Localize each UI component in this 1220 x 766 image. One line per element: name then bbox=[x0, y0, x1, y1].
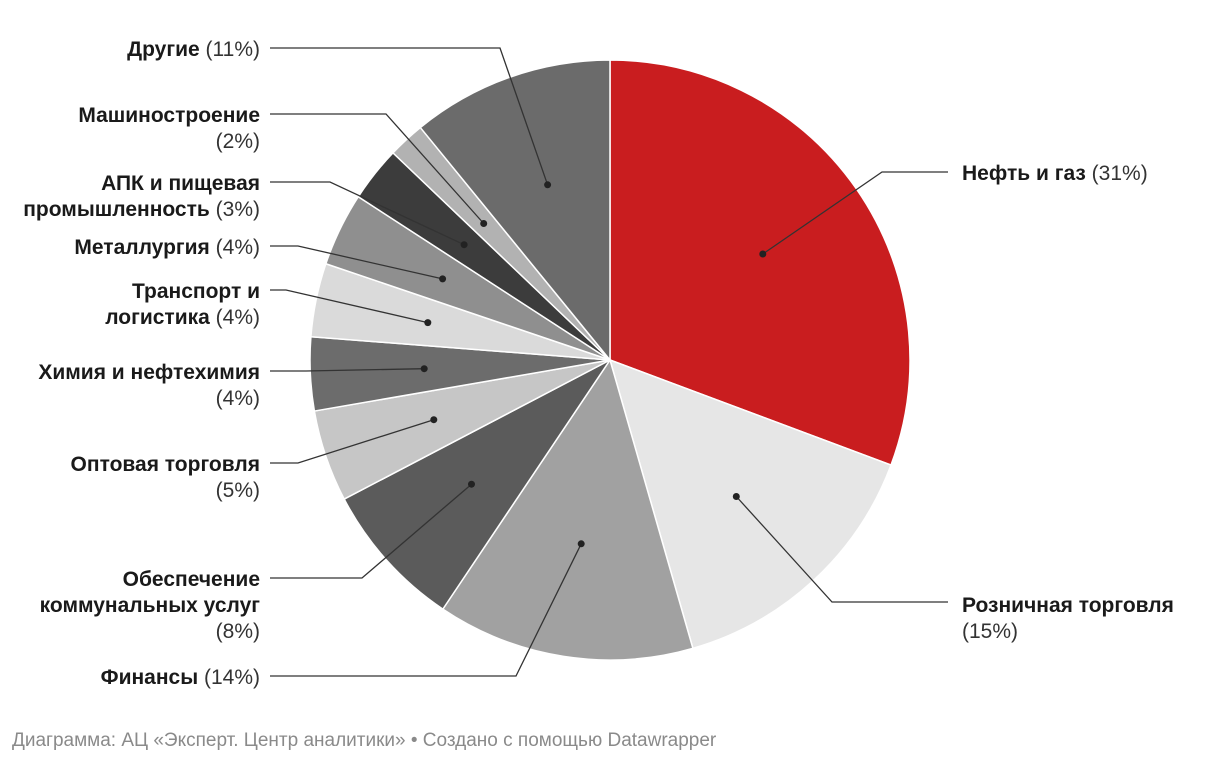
slice-label-name: Другие bbox=[127, 38, 200, 61]
pie-slice bbox=[343, 359, 611, 611]
slice-label: Металлургия (4%) bbox=[74, 236, 260, 259]
leader-line bbox=[270, 47, 549, 186]
slice-label-name: АПК и пищевая bbox=[101, 172, 260, 195]
leader-line bbox=[762, 171, 948, 255]
slice-label: Обеспечение коммунальных услуг (8%) bbox=[40, 568, 261, 643]
slice-label-name: Машиностроение bbox=[78, 104, 260, 127]
leader-dot bbox=[468, 480, 475, 488]
slice-label-name: Металлургия bbox=[74, 236, 209, 259]
slice-labels: Нефть и газ (31%) Розничная торговля (15%)… bbox=[23, 38, 1174, 689]
chart-footer-credit: Диаграмма: АЦ «Эксперт. Центр аналитики»… bbox=[12, 730, 717, 751]
slice-label-percent: (8%) bbox=[216, 620, 260, 643]
slice-label-percent: (3%) bbox=[210, 198, 260, 221]
slice-label: Финансы (14%) bbox=[101, 666, 260, 689]
slice-label: Нефть и газ (31%) bbox=[962, 162, 1148, 185]
leader-dot bbox=[544, 181, 552, 189]
slice-label-name: логистика bbox=[105, 306, 210, 329]
slice-label: Транспорт и логистика (4%) bbox=[105, 280, 260, 329]
leader-dot bbox=[577, 540, 585, 548]
slice-label-percent: (31%) bbox=[1086, 162, 1148, 185]
leader-line bbox=[270, 483, 472, 579]
slice-label: АПК и пищевая промышленность (3%) bbox=[23, 172, 260, 221]
pie-slices bbox=[309, 59, 911, 661]
slice-label-percent: (14%) bbox=[198, 666, 260, 689]
leader-dot bbox=[424, 319, 432, 327]
slice-label: Оптовая торговля (5%) bbox=[71, 453, 260, 502]
leader-dot bbox=[420, 365, 428, 373]
leader-line bbox=[270, 419, 434, 464]
pie-slice bbox=[441, 358, 694, 661]
leader-line bbox=[270, 245, 443, 280]
leader-dot bbox=[732, 493, 740, 500]
pie-slice bbox=[608, 358, 892, 650]
leader-dot bbox=[460, 241, 468, 249]
leader-line bbox=[735, 496, 948, 603]
leader-lines bbox=[270, 47, 948, 677]
leader-line bbox=[270, 113, 485, 224]
slice-label: Розничная торговля (15%) bbox=[962, 594, 1174, 643]
slice-label-percent: (5%) bbox=[216, 479, 260, 502]
pie-slice bbox=[419, 59, 611, 363]
leader-line bbox=[270, 368, 425, 372]
leader-dot bbox=[759, 250, 767, 258]
slice-label-name: Обеспечение bbox=[123, 568, 260, 591]
leader-dot bbox=[480, 220, 488, 227]
slice-label-name: Финансы bbox=[101, 666, 199, 689]
leader-dot bbox=[439, 275, 447, 283]
slice-label: Машиностроение (2%) bbox=[78, 104, 260, 153]
slice-label-percent: (15%) bbox=[962, 620, 1018, 643]
leader-line bbox=[270, 289, 428, 324]
slice-label-percent: (2%) bbox=[216, 130, 260, 153]
slice-label-name: Химия и нефтехимия bbox=[38, 361, 260, 384]
leader-dot bbox=[430, 416, 438, 424]
slice-label-name: Розничная торговля bbox=[962, 594, 1174, 617]
slice-label-name: Оптовая торговля bbox=[71, 453, 260, 476]
slice-label-percent: (4%) bbox=[216, 387, 260, 410]
slice-label-percent: (4%) bbox=[210, 236, 260, 259]
slice-label: Другие (11%) bbox=[127, 38, 260, 61]
slice-label-name: промышленность bbox=[23, 198, 210, 221]
slice-label: Химия и нефтехимия (4%) bbox=[38, 361, 260, 410]
slice-label-name: Транспорт и bbox=[132, 280, 260, 303]
leader-line bbox=[270, 543, 582, 677]
slice-label-percent: (4%) bbox=[210, 306, 260, 329]
leader-line bbox=[270, 181, 465, 246]
slice-label-percent: (11%) bbox=[200, 38, 260, 61]
slice-label-name: Нефть и газ bbox=[962, 162, 1086, 185]
slice-label-name: коммунальных услуг bbox=[40, 594, 261, 617]
